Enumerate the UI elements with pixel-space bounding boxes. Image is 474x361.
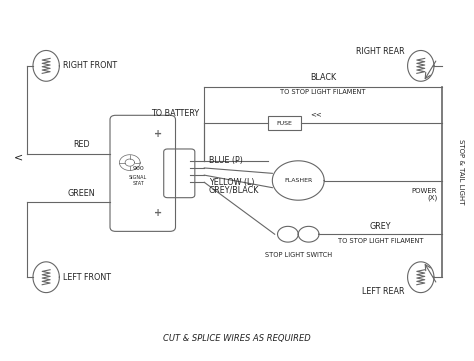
Text: CUT & SPLICE WIRES AS REQUIRED: CUT & SPLICE WIRES AS REQUIRED: [163, 334, 311, 343]
Text: TO STOP LIGHT FILAMENT: TO STOP LIGHT FILAMENT: [280, 89, 366, 95]
Text: RIGHT FRONT: RIGHT FRONT: [63, 61, 117, 70]
Text: GREY/BLACK: GREY/BLACK: [209, 185, 259, 194]
Text: STOP LIGHT SWITCH: STOP LIGHT SWITCH: [264, 252, 332, 258]
Bar: [268, 116, 301, 130]
Text: +: +: [154, 129, 162, 139]
Text: STAT: STAT: [132, 181, 144, 186]
Text: <: <: [14, 152, 24, 162]
Text: RED: RED: [73, 140, 90, 149]
Text: 900: 900: [132, 166, 144, 171]
Text: YELLOW (L): YELLOW (L): [209, 178, 255, 187]
Text: TO STOP LIGHT FILAMENT: TO STOP LIGHT FILAMENT: [338, 238, 423, 244]
Text: FUSE: FUSE: [276, 121, 292, 126]
Text: BLACK: BLACK: [310, 73, 336, 82]
Text: LEFT REAR: LEFT REAR: [362, 287, 404, 296]
Text: GREEN: GREEN: [68, 189, 95, 198]
Text: STOP & TAIL LIGHT: STOP & TAIL LIGHT: [458, 139, 464, 204]
Text: SIGNAL: SIGNAL: [129, 175, 147, 180]
Text: FLASHER: FLASHER: [284, 178, 312, 183]
Text: +: +: [154, 208, 162, 218]
Text: BLUE (P): BLUE (P): [209, 156, 243, 165]
Text: POWER
(X): POWER (X): [412, 188, 438, 201]
Text: RIGHT REAR: RIGHT REAR: [356, 47, 404, 56]
Text: GREY: GREY: [370, 222, 391, 231]
Text: TO BATTERY: TO BATTERY: [151, 109, 200, 118]
Text: <<: <<: [310, 112, 322, 118]
Text: LEFT FRONT: LEFT FRONT: [63, 273, 110, 282]
